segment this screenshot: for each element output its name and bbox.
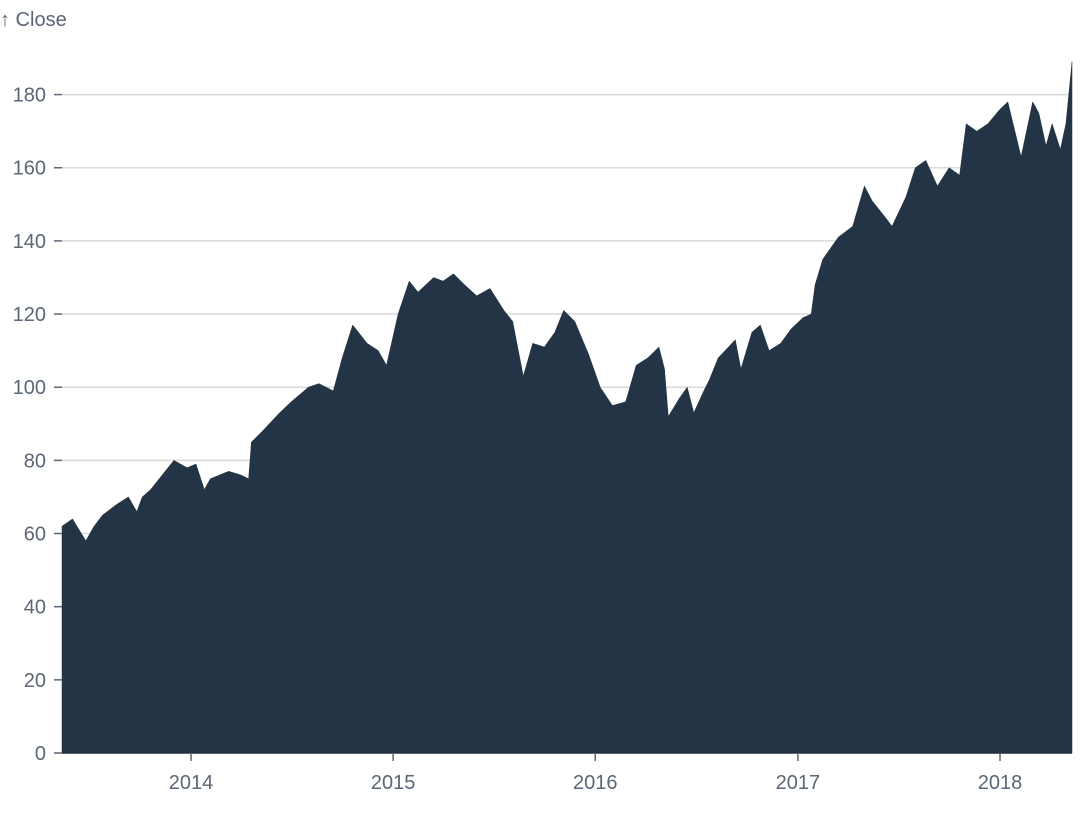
x-axis: 2014 2015 2016 2017 2018 (62, 752, 1072, 794)
y-tick-label: 20 (24, 670, 46, 692)
y-tick-label: 100 (13, 377, 46, 399)
y-tick-label: 120 (13, 304, 46, 326)
x-tick-label: 2017 (776, 772, 821, 794)
y-tick-label: 40 (24, 597, 46, 619)
y-axis: 0 20 40 60 80 100 120 140 160 180 (13, 85, 62, 765)
close-price-area (61, 61, 1073, 754)
x-tick-label: 2015 (371, 772, 416, 794)
x-tick-label: 2016 (573, 772, 618, 794)
y-axis-title: ↑ Close (0, 9, 67, 31)
y-tick-label: 60 (24, 524, 46, 546)
x-tick-label: 2014 (169, 772, 214, 794)
y-tick-label: 80 (24, 450, 46, 472)
x-tick-label: 2018 (978, 772, 1023, 794)
y-tick-label: 160 (13, 158, 46, 180)
y-tick-label: 180 (13, 85, 46, 107)
y-tick-label: 0 (35, 743, 46, 765)
y-tick-label: 140 (13, 231, 46, 253)
